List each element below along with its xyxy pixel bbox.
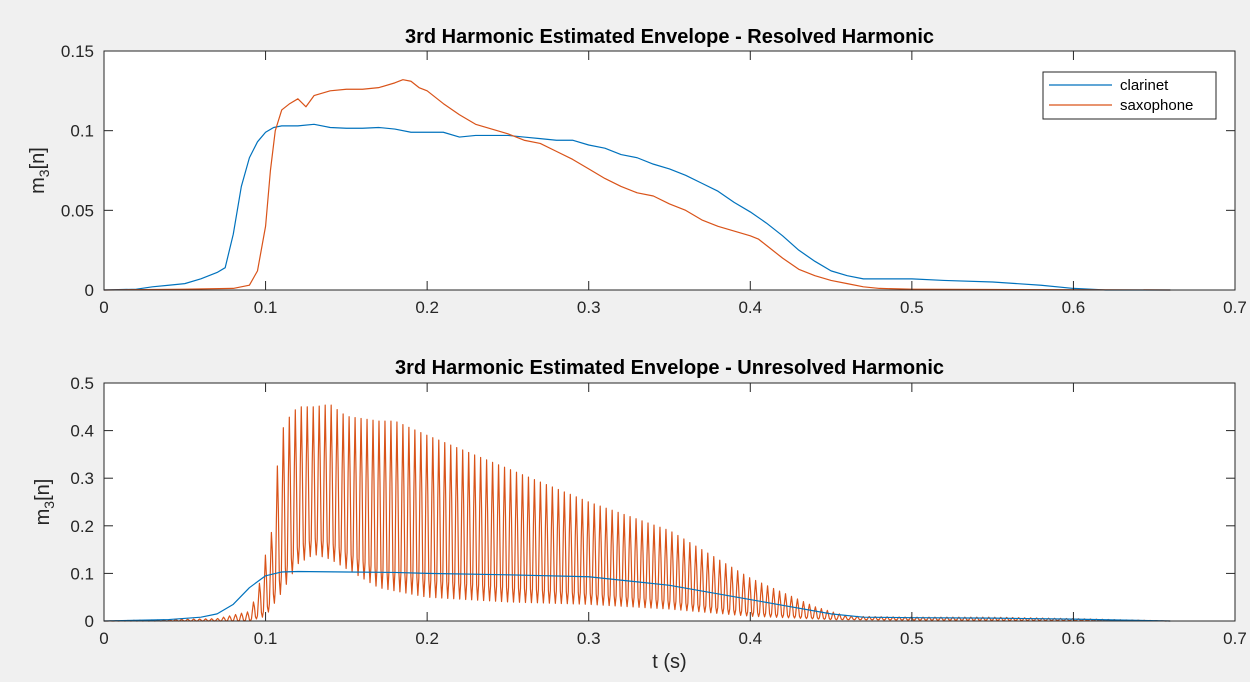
bottom-y-tick-label: 0.4	[70, 422, 94, 441]
bottom-x-tick-label: 0.2	[415, 629, 439, 648]
top-axes: 3rd Harmonic Estimated Envelope - Resolv…	[27, 26, 1247, 317]
top-y-tick-label: 0.15	[61, 42, 94, 61]
bottom-plot-area	[104, 383, 1235, 621]
bottom-x-tick-label: 0.4	[738, 629, 762, 648]
top-x-tick-label: 0.3	[577, 298, 601, 317]
bottom-x-tick-label: 0.1	[254, 629, 278, 648]
bottom-series-clarinet	[103, 570, 1171, 622]
top-x-tick-label: 0.4	[738, 298, 762, 317]
bottom-y-axis-label-main: m	[32, 509, 54, 526]
top-x-tick-label: 0.2	[415, 298, 439, 317]
top-x-tick-label: 0.5	[900, 298, 924, 317]
bottom-y-tick-label: 0.2	[70, 517, 94, 536]
top-series-saxophone	[103, 79, 1171, 291]
bottom-y-axis-label: m3[n]	[32, 479, 57, 526]
bottom-y-tick-label: 0	[85, 612, 94, 631]
bottom-x-tick-label: 0.6	[1062, 629, 1086, 648]
legend-label-saxophone: saxophone	[1120, 97, 1193, 114]
bottom-y-tick-label: 0.1	[70, 564, 94, 583]
top-series-clarinet	[103, 123, 1171, 291]
bottom-y-axis-label-suffix: [n]	[32, 479, 54, 501]
top-chart-title: 3rd Harmonic Estimated Envelope - Resolv…	[405, 26, 934, 48]
bottom-x-tick-label: 0.3	[577, 629, 601, 648]
bottom-x-tick-label: 0	[99, 629, 108, 648]
legend: clarinet saxophone	[1042, 71, 1217, 120]
top-y-axis-label-suffix: [n]	[27, 147, 49, 169]
bottom-x-tick-label: 0.5	[900, 629, 924, 648]
top-y-axis-label-sub: 3	[36, 169, 52, 177]
top-x-tick-label: 0.6	[1062, 298, 1086, 317]
top-x-tick-label: 0.1	[254, 298, 278, 317]
bottom-y-axis-label-sub: 3	[41, 501, 57, 509]
bottom-series-saxophone	[103, 404, 1171, 622]
legend-box	[1042, 71, 1217, 120]
bottom-x-axis-label: t (s)	[652, 651, 686, 673]
bottom-y-tick-label: 0.3	[70, 469, 94, 488]
bottom-series-layer	[103, 404, 1171, 622]
bottom-chart-title: 3rd Harmonic Estimated Envelope - Unreso…	[395, 357, 944, 379]
top-axes-box	[103, 50, 1236, 291]
top-y-tick-label: 0.1	[70, 122, 94, 141]
bottom-x-tick-label: 0.7	[1223, 629, 1247, 648]
top-y-ticks: 0 0.05 0.1 0.15	[61, 42, 1235, 300]
bottom-axes: 3rd Harmonic Estimated Envelope - Unreso…	[32, 357, 1247, 673]
top-y-tick-label: 0	[85, 281, 94, 300]
top-x-tick-label: 0	[99, 298, 108, 317]
top-y-axis-label: m3[n]	[27, 147, 52, 194]
top-y-tick-label: 0.05	[61, 201, 94, 220]
legend-label-clarinet: clarinet	[1120, 77, 1169, 94]
bottom-y-tick-label: 0.5	[70, 374, 94, 393]
top-series-layer	[103, 79, 1171, 291]
bottom-axes-box	[103, 382, 1236, 622]
bottom-x-ticks: 0 0.1 0.2 0.3 0.4 0.5 0.6 0.7	[99, 383, 1247, 648]
top-x-ticks: 0 0.1 0.2 0.3 0.4 0.5 0.6 0.7	[99, 51, 1247, 317]
top-x-tick-label: 0.7	[1223, 298, 1247, 317]
top-y-axis-label-main: m	[27, 177, 49, 194]
bottom-y-ticks: 0 0.1 0.2 0.3 0.4 0.5	[70, 374, 1235, 631]
